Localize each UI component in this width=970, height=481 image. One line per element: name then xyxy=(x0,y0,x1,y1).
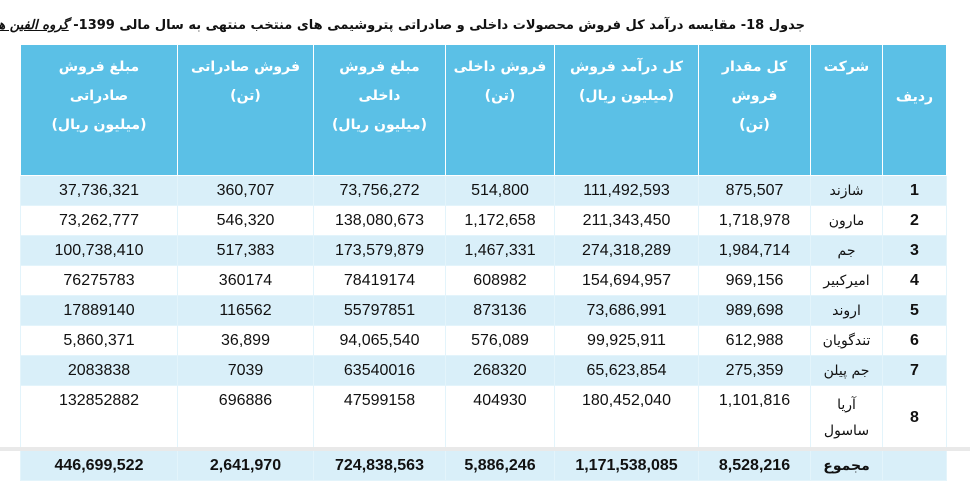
company-name: مارون xyxy=(810,205,883,236)
table-row: 1 شازند 875,507 111,492,593 514,800 73,756,27… xyxy=(20,175,947,206)
total-revenue: 180,452,040 xyxy=(554,385,699,451)
total-quantity: 875,507 xyxy=(698,175,811,206)
export-value: 5,860,371 xyxy=(20,325,178,356)
export-tons: 116562 xyxy=(177,295,314,326)
header-domestic-value: مبلغ فروش داخلی (میلیون ریال) xyxy=(313,44,446,176)
total-row: مجموع 8,528,216 1,171,538,085 5,886,246 … xyxy=(20,450,947,481)
export-value: 2083838 xyxy=(20,355,178,386)
header-domestic-tons: فروش داخلی (تن) xyxy=(445,44,555,176)
header-export-value: مبلغ فروش صادراتی (میلیون ریال) xyxy=(20,44,178,176)
domestic-value: 78419174 xyxy=(313,265,446,296)
total-quantity: 612,988 xyxy=(698,325,811,356)
total-revenue: 154,694,957 xyxy=(554,265,699,296)
company-name: اروند xyxy=(810,295,883,326)
total-quantity-sum: 8,528,216 xyxy=(698,450,811,481)
row-number: 6 xyxy=(882,325,947,356)
company-name: آریا ساسول xyxy=(810,385,883,451)
domestic-tons: 576,089 xyxy=(445,325,555,356)
table-row: 6 تندگویان 612,988 99,925,911 576,089 94,065,… xyxy=(20,325,947,356)
domestic-tons-sum: 5,886,246 xyxy=(445,450,555,481)
total-quantity: 275,359 xyxy=(698,355,811,386)
domestic-value: 73,756,272 xyxy=(313,175,446,206)
table-row: 3 جم 1,984,714 274,318,289 1,467,331 173,579,… xyxy=(20,235,947,266)
caption-text: جدول 18- مقایسه درآمد کل فروش محصولات دا… xyxy=(73,18,805,33)
row-number: 4 xyxy=(882,265,947,296)
sales-comparison-table: ردیف شرکت کل مقدار فروش (تن) کل درآمد فرو… xyxy=(20,44,947,481)
export-tons: 546,320 xyxy=(177,205,314,236)
domestic-tons: 514,800 xyxy=(445,175,555,206)
table-row: 2 مارون 1,718,978 211,343,450 1,172,658 138,0… xyxy=(20,205,947,236)
export-tons: 7039 xyxy=(177,355,314,386)
export-tons-sum: 2,641,970 xyxy=(177,450,314,481)
total-quantity: 989,698 xyxy=(698,295,811,326)
export-value: 76275783 xyxy=(20,265,178,296)
domestic-tons: 873136 xyxy=(445,295,555,326)
row-number: 2 xyxy=(882,205,947,236)
total-quantity: 969,156 xyxy=(698,265,811,296)
table-row: 7 جم پیلن 275,359 65,623,854 268320 63540016 7… xyxy=(20,355,947,386)
company-name: امیرکبیر xyxy=(810,265,883,296)
domestic-tons: 608982 xyxy=(445,265,555,296)
row-number: 5 xyxy=(882,295,947,326)
export-tons: 517,383 xyxy=(177,235,314,266)
export-value: 100,738,410 xyxy=(20,235,178,266)
total-revenue: 274,318,289 xyxy=(554,235,699,266)
domestic-tons: 1,172,658 xyxy=(445,205,555,236)
company-name: جم xyxy=(810,235,883,266)
total-quantity: 1,984,714 xyxy=(698,235,811,266)
company-name: شازند xyxy=(810,175,883,206)
export-value-sum: 446,699,522 xyxy=(20,450,178,481)
total-revenue: 99,925,911 xyxy=(554,325,699,356)
domestic-tons: 404930 xyxy=(445,385,555,451)
export-tons: 36,899 xyxy=(177,325,314,356)
comparison-table-wrapper: ردیف شرکت کل مقدار فروش (تن) کل درآمد فرو… xyxy=(20,44,947,481)
table-row: 4 امیرکبیر 969,156 154,694,957 608982 7841917… xyxy=(20,265,947,296)
domestic-value-sum: 724,838,563 xyxy=(313,450,446,481)
header-row: ردیف شرکت کل مقدار فروش (تن) کل درآمد فرو… xyxy=(20,44,947,176)
row-number: 1 xyxy=(882,175,947,206)
bottom-bar xyxy=(0,447,970,451)
header-company: شرکت xyxy=(810,44,883,176)
header-total-revenue: کل درآمد فروش (میلیون ریال) xyxy=(554,44,699,176)
domestic-value: 173,579,879 xyxy=(313,235,446,266)
domestic-value: 94,065,540 xyxy=(313,325,446,356)
row-number: 7 xyxy=(882,355,947,386)
total-quantity: 1,101,816 xyxy=(698,385,811,451)
table-caption: جدول 18- مقایسه درآمد کل فروش محصولات دا… xyxy=(0,18,805,38)
row-number: 8 xyxy=(882,385,947,451)
export-value: 17889140 xyxy=(20,295,178,326)
export-value: 132852882 xyxy=(20,385,178,451)
total-quantity: 1,718,978 xyxy=(698,205,811,236)
table-row: 8 آریا ساسول 1,101,816 180,452,040 404930… xyxy=(20,385,947,451)
total-revenue: 73,686,991 xyxy=(554,295,699,326)
caption-group: گروه الفین ها xyxy=(0,18,69,33)
total-revenue: 111,492,593 xyxy=(554,175,699,206)
export-value: 73,262,777 xyxy=(20,205,178,236)
domestic-value: 63540016 xyxy=(313,355,446,386)
export-tons: 360174 xyxy=(177,265,314,296)
header-row-number: ردیف xyxy=(882,44,947,176)
total-revenue: 65,623,854 xyxy=(554,355,699,386)
domestic-tons: 268320 xyxy=(445,355,555,386)
domestic-tons: 1,467,331 xyxy=(445,235,555,266)
company-name: جم پیلن xyxy=(810,355,883,386)
export-value: 37,736,321 xyxy=(20,175,178,206)
domestic-value: 47599158 xyxy=(313,385,446,451)
row-number: 3 xyxy=(882,235,947,266)
total-revenue-sum: 1,171,538,085 xyxy=(554,450,699,481)
company-name: تندگویان xyxy=(810,325,883,356)
export-tons: 696886 xyxy=(177,385,314,451)
total-row-number xyxy=(882,450,947,481)
total-label: مجموع xyxy=(810,450,883,481)
total-revenue: 211,343,450 xyxy=(554,205,699,236)
domestic-value: 138,080,673 xyxy=(313,205,446,236)
header-total-quantity: کل مقدار فروش (تن) xyxy=(698,44,811,176)
export-tons: 360,707 xyxy=(177,175,314,206)
header-export-tons: فروش صادراتی (تن) xyxy=(177,44,314,176)
domestic-value: 55797851 xyxy=(313,295,446,326)
table-row: 5 اروند 989,698 73,686,991 873136 55797851 116… xyxy=(20,295,947,326)
